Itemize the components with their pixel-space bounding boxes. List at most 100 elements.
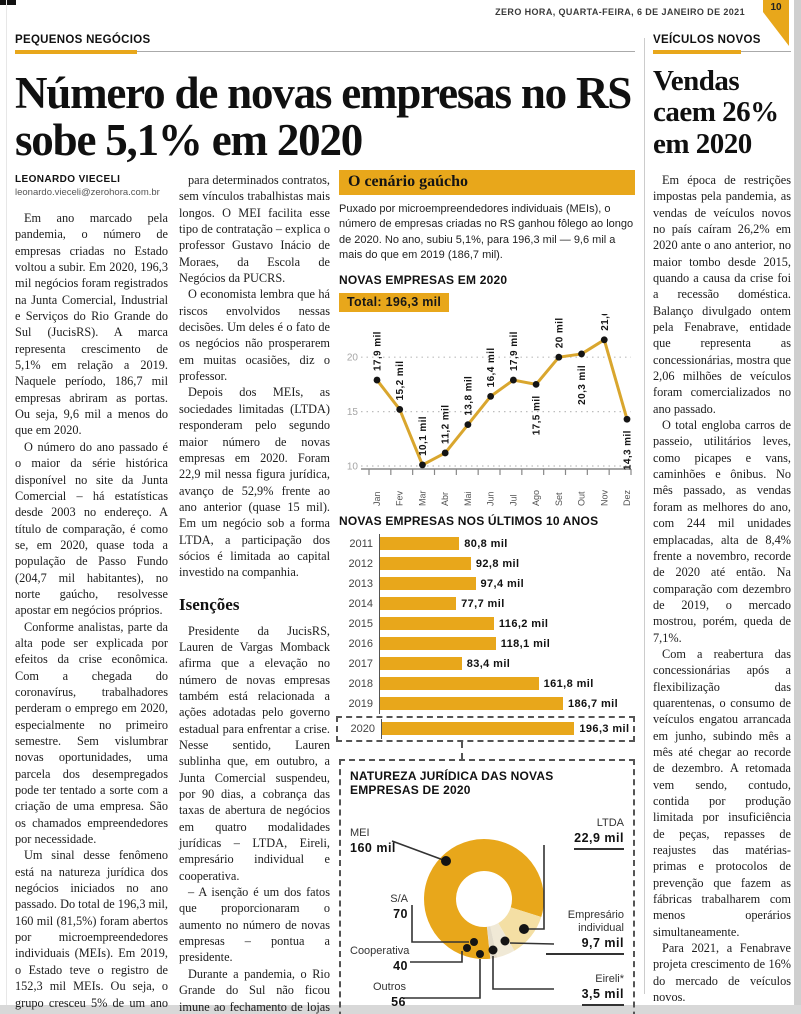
bar-year-label: 2018: [348, 677, 373, 690]
article-column-2: para determinados contratos, sem vínculo…: [179, 172, 330, 1014]
svg-text:13,8 mil: 13,8 mil: [463, 375, 474, 415]
bar-track: 116,2 mil: [379, 613, 635, 634]
bar-row-2015: 2015 116,2 mil: [339, 613, 635, 634]
paragraph: O economista lembra que há riscos envolv…: [179, 287, 330, 384]
bar-value-label: 196,3 mil: [579, 722, 630, 735]
svg-text:Jul: Jul: [508, 494, 518, 506]
bar: [380, 697, 563, 711]
page-number: 10: [770, 2, 782, 13]
slice-label: Empresário individual: [567, 908, 624, 934]
bar: [380, 557, 471, 571]
bar-value-label: 80,8 mil: [464, 537, 508, 550]
bar: [380, 577, 476, 591]
byline-author: LEONARDO VIECELI: [15, 174, 121, 185]
slice-value: 9,7 mil: [546, 936, 624, 955]
bar-value-label: 116,2 mil: [498, 617, 549, 630]
svg-text:20: 20: [347, 352, 359, 363]
svg-text:11,2 mil: 11,2 mil: [441, 404, 452, 443]
bar-track: 186,7 mil: [379, 693, 635, 714]
column-1-text: Em ano marcado pela pandemia, o número d…: [15, 210, 168, 1014]
paragraph: Em época de restrições impostas pela pan…: [653, 172, 791, 416]
svg-text:17,9 mil: 17,9 mil: [373, 331, 384, 371]
bar-row-2020: 2020 196,3 mil: [341, 718, 630, 739]
bar-year-label: 2011: [349, 537, 373, 550]
bar-row-2014: 2014 77,7 mil: [339, 593, 635, 614]
byline-email: leonardo.vieceli@zerohora.com.br: [15, 187, 160, 198]
monthly-line-chart: 10 15 20 17,9 mil Jan 15,2 mil Fev 10,1 mil Mar 1…: [347, 314, 634, 506]
svg-text:Jan: Jan: [372, 491, 382, 506]
donut-svg: [391, 838, 555, 999]
donut-callout-eireli-: Eireli* 3,5 mil: [581, 972, 624, 1006]
svg-text:Dez: Dez: [622, 489, 632, 506]
svg-text:17,5 mil: 17,5 mil: [532, 395, 543, 435]
svg-text:21,6 mil: 21,6 mil: [600, 314, 611, 331]
bar-value-label: 77,7 mil: [461, 597, 505, 610]
bar: [380, 537, 460, 551]
bar-track: 83,4 mil: [379, 653, 635, 674]
bar-year-label: 2017: [348, 657, 373, 670]
svg-text:10: 10: [347, 461, 359, 472]
bar-row-2019: 2019 186,7 mil: [339, 693, 635, 714]
bar-track: 161,8 mil: [379, 673, 635, 694]
bar: [380, 677, 539, 691]
bar: [380, 597, 457, 611]
dashed-connector: [461, 741, 463, 759]
right-column: VEÍCULOS NOVOS Vendas caem 26% em 2020 E…: [653, 34, 791, 1014]
bar-year-label: 2015: [348, 617, 373, 630]
line-chart-title: NOVAS EMPRESAS EM 2020: [339, 272, 508, 287]
bar: [382, 722, 575, 736]
svg-text:10,1 mil: 10,1 mil: [418, 416, 429, 456]
bar: [380, 617, 494, 631]
slice-label: LTDA: [596, 816, 624, 829]
infographic-intro: Puxado por microempreendedores individua…: [339, 203, 634, 262]
bar: [380, 657, 462, 671]
slice-label: MEI: [350, 826, 370, 839]
svg-text:20,3 mil: 20,3 mil: [577, 364, 588, 404]
svg-text:Mar: Mar: [417, 490, 427, 506]
ten-year-bar-chart: 2011 80,8 mil 2012 92,8 mil 2013 97,4 mil 2014…: [336, 533, 635, 742]
slice-value: 70: [393, 906, 408, 921]
donut-callout-mei: MEI 160 mil: [350, 827, 396, 856]
bar-year-label: 2016: [348, 637, 373, 650]
page-bottom-edge: [0, 1005, 801, 1014]
vendas-headline: Vendas caem 26% em 2020: [653, 65, 779, 160]
bar-value-label: 83,4 mil: [466, 657, 511, 670]
svg-text:Ago: Ago: [531, 490, 541, 506]
donut-callout-cooperativa: Cooperativa 40: [350, 945, 409, 974]
byline-block: LEONARDO VIECELI leonardo.vieceli@zeroho…: [15, 174, 168, 198]
page-left-edge: [6, 0, 7, 1014]
bar-row-2018: 2018 161,8 mil: [339, 673, 635, 694]
slice-label: Eireli*: [595, 972, 624, 985]
paragraph: Durante a pandemia, o Rio Grande do Sul …: [179, 966, 330, 1014]
slice-label: Outros: [372, 980, 406, 993]
svg-text:15,2 mil: 15,2 mil: [395, 360, 406, 400]
paragraph: Presidente da JucisRS, Lauren de Vargas …: [179, 623, 330, 883]
bar-track: 118,1 mil: [379, 633, 635, 654]
donut-callout-outros: Outros 56: [372, 981, 406, 1010]
paragraph: – A isenção é um dos fatos que proporcio…: [179, 885, 330, 965]
kicker-label: PEQUENOS NEGÓCIOS: [15, 34, 151, 46]
donut-chart-title: NATUREZA JURÍDICA DAS NOVAS EMPRESAS DE …: [350, 768, 554, 797]
slice-value: 56: [391, 994, 406, 1009]
bar-row-2013: 2013 97,4 mil: [339, 573, 635, 594]
main-headline: Número de novas empresas no RS sobe 5,1%…: [15, 68, 632, 165]
svg-text:Fev: Fev: [395, 490, 405, 506]
bar-track: 97,4 mil: [379, 573, 635, 594]
main-article-header: PEQUENOS NEGÓCIOS Número de novas empres…: [15, 34, 635, 164]
svg-text:20 mil: 20 mil: [554, 317, 565, 348]
slice-value: 40: [393, 958, 408, 973]
svg-text:Nov: Nov: [599, 489, 609, 506]
bar-value-label: 92,8 mil: [475, 557, 520, 570]
bar-year-label: 2012: [348, 557, 373, 570]
bar-value-label: 118,1 mil: [500, 637, 551, 650]
page-right-edge: [794, 0, 801, 1014]
slice-value: 3,5 mil: [581, 987, 624, 1006]
article-column-1: LEONARDO VIECELI leonardo.vieceli@zeroho…: [15, 172, 168, 1014]
paragraph: Conforme analistas, parte da alta pode s…: [15, 619, 168, 847]
paragraph: Depois dos MEIs, as sociedades limitadas…: [179, 385, 330, 580]
svg-text:Abr: Abr: [440, 492, 450, 506]
slice-value: 160 mil: [350, 840, 396, 855]
scan-corner-mark: [0, 0, 16, 5]
column-divider-rule: [644, 38, 645, 994]
